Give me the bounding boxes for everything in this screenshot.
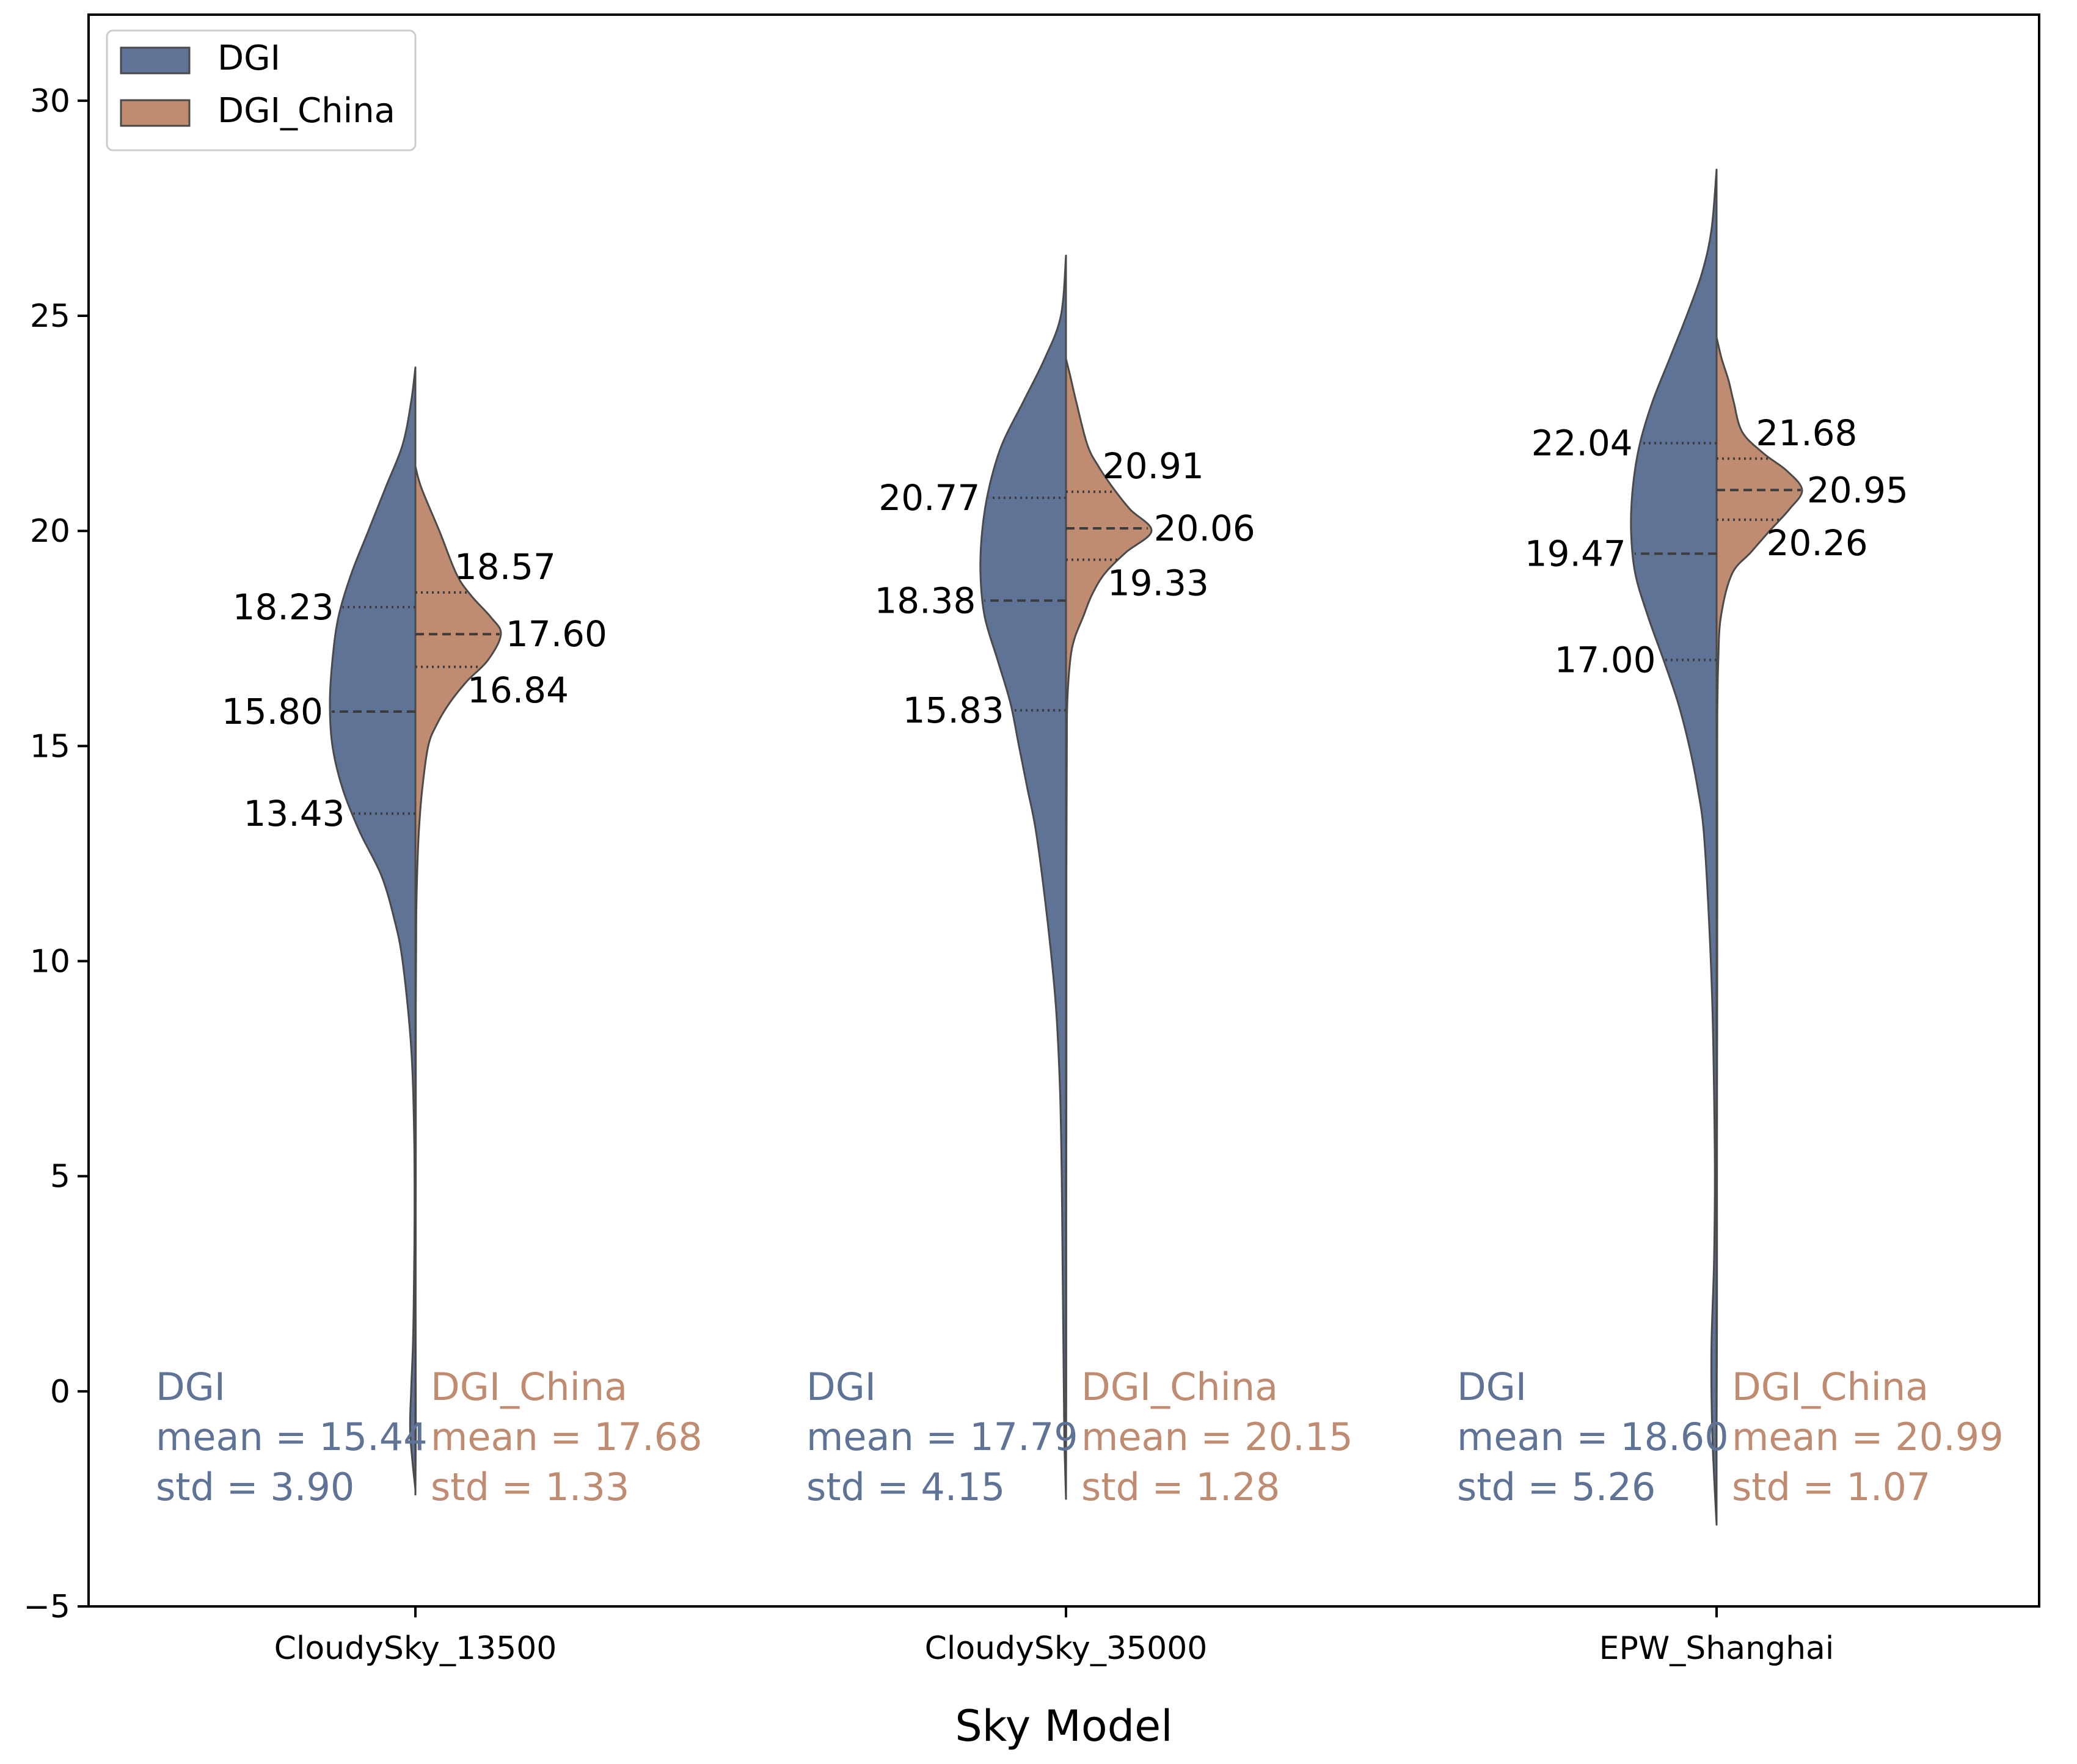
quartile-label: 18.23 bbox=[233, 586, 334, 628]
quartile-label: 20.95 bbox=[1807, 469, 1908, 511]
stat-std: std = 1.28 bbox=[1081, 1465, 1280, 1509]
quartile-label: 17.00 bbox=[1554, 639, 1655, 680]
stat-series-label: DGI_China bbox=[1081, 1365, 1278, 1409]
stat-std: std = 5.26 bbox=[1457, 1465, 1655, 1509]
quartile-label: 19.47 bbox=[1525, 533, 1626, 575]
legend-swatch-dgi-china bbox=[120, 99, 191, 127]
legend-swatch-dgi bbox=[120, 46, 191, 75]
stat-std: std = 3.90 bbox=[156, 1465, 354, 1509]
stat-std: std = 1.33 bbox=[431, 1465, 629, 1509]
stats-layer: DGI mean = 15.44 std = 3.90 DGI mean = 17.79… bbox=[156, 1365, 2004, 1509]
stat-series-label: DGI bbox=[1457, 1365, 1527, 1409]
violin-dgi-1 bbox=[329, 366, 417, 1492]
y-tick-label: 5 bbox=[50, 1159, 70, 1195]
quartile-label: 20.91 bbox=[1103, 445, 1204, 487]
stat-series-label: DGI bbox=[806, 1365, 876, 1409]
quartile-label: 20.77 bbox=[878, 477, 980, 519]
stat-series-label: DGI_China bbox=[1732, 1365, 1929, 1409]
quartile-label: 22.04 bbox=[1531, 423, 1633, 464]
stat-mean: mean = 17.79 bbox=[806, 1415, 1078, 1459]
y-tick-label: −5 bbox=[23, 1589, 70, 1625]
quartile-label: 16.84 bbox=[467, 669, 569, 711]
stat-mean: mean = 20.15 bbox=[1081, 1415, 1353, 1459]
violin-dgi-china-2 bbox=[1065, 358, 1153, 1500]
violins-layer bbox=[329, 169, 1803, 1526]
y-tick-label: 25 bbox=[30, 298, 70, 335]
quartile-label: 20.26 bbox=[1767, 522, 1868, 564]
quartile-label: 18.38 bbox=[874, 580, 976, 621]
legend-label-dgi: DGI bbox=[217, 38, 280, 78]
y-tick-label: 15 bbox=[30, 728, 70, 765]
stat-series-label: DGI bbox=[156, 1365, 225, 1409]
quartile-label: 17.60 bbox=[506, 613, 607, 655]
quartile-label: 20.06 bbox=[1154, 508, 1255, 549]
violin-dgi-3 bbox=[1630, 169, 1718, 1526]
stat-mean: mean = 18.60 bbox=[1457, 1415, 1729, 1459]
quartile-lines-layer bbox=[331, 442, 1801, 815]
violin-dgi-2 bbox=[979, 254, 1067, 1500]
stat-series-label: DGI_China bbox=[431, 1365, 627, 1409]
quartile-label: 18.57 bbox=[454, 546, 556, 588]
y-tick-label: 0 bbox=[50, 1374, 70, 1410]
x-axis-label: Sky Model bbox=[955, 1701, 1172, 1751]
stat-std: std = 1.07 bbox=[1732, 1465, 1930, 1509]
stat-mean: mean = 15.44 bbox=[156, 1415, 428, 1459]
x-axis: CloudySky_13500 CloudySky_35000 EPW_Shangh… bbox=[274, 1606, 1834, 1667]
x-tick-label: CloudySky_13500 bbox=[274, 1630, 557, 1667]
y-axis: −5 0 5 10 15 20 25 30 bbox=[23, 83, 89, 1625]
legend-label-dgi-china: DGI_China bbox=[217, 91, 395, 131]
quartile-labels-layer: 13.43 15.80 18.23 15.83 18.38 20.77 17.00 19.47… bbox=[222, 412, 1908, 834]
y-tick-label: 30 bbox=[30, 83, 70, 120]
quartile-label: 21.68 bbox=[1756, 412, 1857, 454]
stat-mean: mean = 17.68 bbox=[431, 1415, 703, 1459]
legend[interactable]: DGI DGI_China bbox=[106, 29, 417, 151]
stat-mean: mean = 20.99 bbox=[1732, 1415, 2004, 1459]
violin-dgi-china-3 bbox=[1715, 336, 1803, 1435]
quartile-label: 19.33 bbox=[1108, 562, 1209, 603]
y-tick-label: 20 bbox=[30, 513, 70, 550]
x-tick-label: EPW_Shanghai bbox=[1599, 1630, 1834, 1667]
quartile-label: 15.80 bbox=[222, 691, 323, 732]
violin-dgi-china-1 bbox=[414, 465, 502, 1496]
plot-frame bbox=[87, 13, 2040, 1608]
stat-std: std = 4.15 bbox=[806, 1465, 1005, 1509]
quartile-label: 15.83 bbox=[903, 690, 1004, 731]
x-tick-label: CloudySky_35000 bbox=[925, 1630, 1208, 1667]
quartile-label: 13.43 bbox=[243, 793, 345, 834]
y-tick-label: 10 bbox=[30, 944, 70, 980]
